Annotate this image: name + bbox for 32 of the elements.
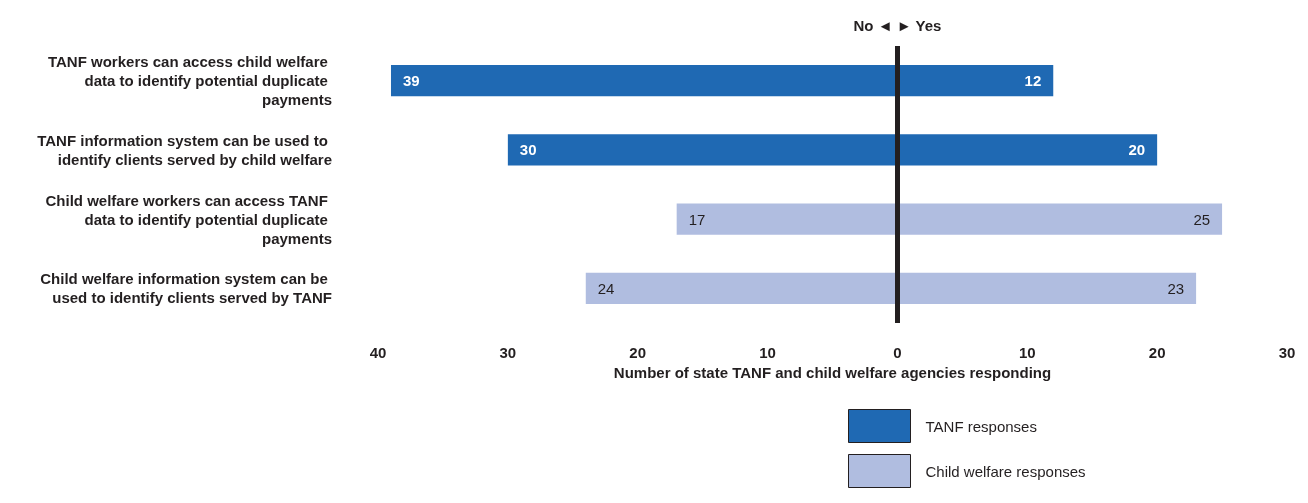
x-tick-label: 10 (1018, 344, 1036, 361)
data-label: 24 (597, 279, 615, 297)
x-tick-label: 0 (893, 344, 902, 361)
y-tick-label: TANF information system can be used to identify clients served by child welfare (37, 131, 332, 168)
legend-label: Child welfare responses (925, 462, 1086, 480)
x-tick-label: 20 (629, 344, 647, 361)
data-label: 25 (1193, 210, 1211, 228)
y-tick-label: TANF workers can access child welfare data to identify potential duplicate payments (47, 53, 332, 109)
y-tick-label: Child welfare information system can be used to identify clients served by TANF (40, 270, 332, 307)
x-axis-title: Number of state TANF and child welfare agencies responding (613, 363, 1052, 381)
y-tick-label: Child welfare workers can access TANF data to identify potential duplicate payments (45, 191, 332, 247)
bar (507, 134, 898, 166)
bar (897, 65, 1054, 97)
bar (585, 272, 898, 304)
bar (676, 203, 898, 235)
bar (390, 65, 898, 97)
data-label: 12 (1024, 72, 1042, 90)
x-tick-label: 30 (1278, 344, 1296, 361)
data-label: 23 (1167, 279, 1185, 297)
bar (897, 134, 1158, 166)
x-tick-label: 10 (759, 344, 776, 361)
x-tick-label: 20 (1148, 344, 1166, 361)
x-tick-label: 40 (369, 344, 387, 361)
x-tick-label: 30 (499, 344, 517, 361)
data-label: 20 (1128, 141, 1146, 159)
bar (897, 203, 1223, 235)
bar (897, 272, 1197, 304)
data-label: 17 (688, 210, 706, 228)
legend-label: TANF responses (925, 417, 1037, 435)
data-label: 39 (402, 72, 420, 90)
text: No ◄ ► Yes (853, 17, 942, 34)
data-label: 30 (519, 141, 537, 159)
